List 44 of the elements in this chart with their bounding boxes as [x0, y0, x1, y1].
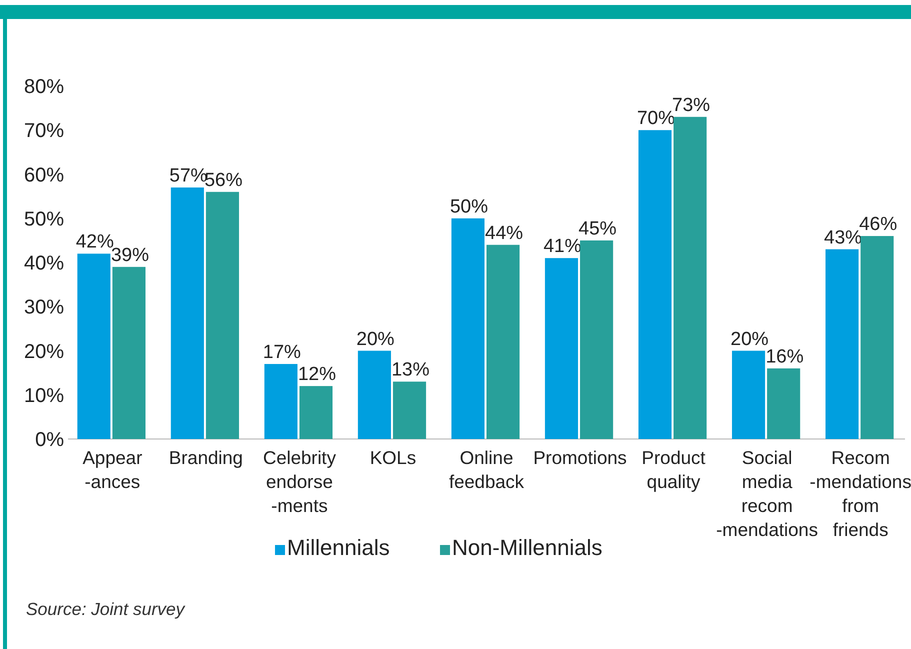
- y-tick-label: 20%: [24, 340, 64, 363]
- bar: [451, 218, 484, 439]
- data-label: 17%: [262, 342, 302, 363]
- bar: [767, 368, 800, 439]
- y-tick-label: 0%: [35, 429, 64, 451]
- x-tick-label: Celebrity endorse -ments: [262, 447, 337, 516]
- data-label: 20%: [356, 328, 395, 350]
- x-tick-label: KOLs: [370, 447, 416, 468]
- bar: [860, 236, 894, 439]
- bar: [264, 364, 298, 439]
- y-tick-label: 50%: [24, 208, 64, 230]
- legend-label: Millennials: [287, 535, 390, 560]
- bar: [206, 192, 240, 439]
- y-tick-label: 70%: [24, 120, 64, 142]
- bar: [638, 130, 672, 439]
- y-tick-label: 80%: [24, 76, 64, 98]
- legend-label: Non-Millennials: [452, 535, 602, 560]
- bar: [392, 382, 426, 439]
- data-label: 13%: [392, 360, 430, 381]
- bar: [732, 350, 766, 439]
- x-tick-label: Branding: [168, 447, 243, 468]
- bar: [486, 244, 520, 439]
- bar: [112, 266, 146, 439]
- x-tick-label: Online feedback: [448, 447, 525, 492]
- x-tick-label: Appear -ances: [82, 447, 142, 492]
- y-tick-label: 10%: [24, 384, 64, 407]
- data-label: 50%: [450, 196, 488, 218]
- bar: [674, 116, 707, 439]
- data-label: 12%: [298, 364, 336, 386]
- x-tick-label: Product quality: [642, 447, 706, 492]
- y-tick-label: 30%: [24, 296, 64, 319]
- bar: [358, 350, 391, 439]
- y-tick-label: 40%: [24, 252, 64, 274]
- bar: [544, 258, 578, 439]
- data-label: 45%: [578, 218, 617, 240]
- x-tick-label: Promotions: [533, 447, 627, 468]
- bar: [299, 386, 333, 439]
- y-tick-label: 60%: [24, 164, 64, 186]
- bar: [77, 254, 110, 439]
- bar: [580, 240, 614, 439]
- bar: [826, 249, 859, 439]
- data-label: 44%: [485, 222, 524, 244]
- bar: [170, 187, 204, 439]
- source-note: Source: Joint survey: [26, 599, 186, 619]
